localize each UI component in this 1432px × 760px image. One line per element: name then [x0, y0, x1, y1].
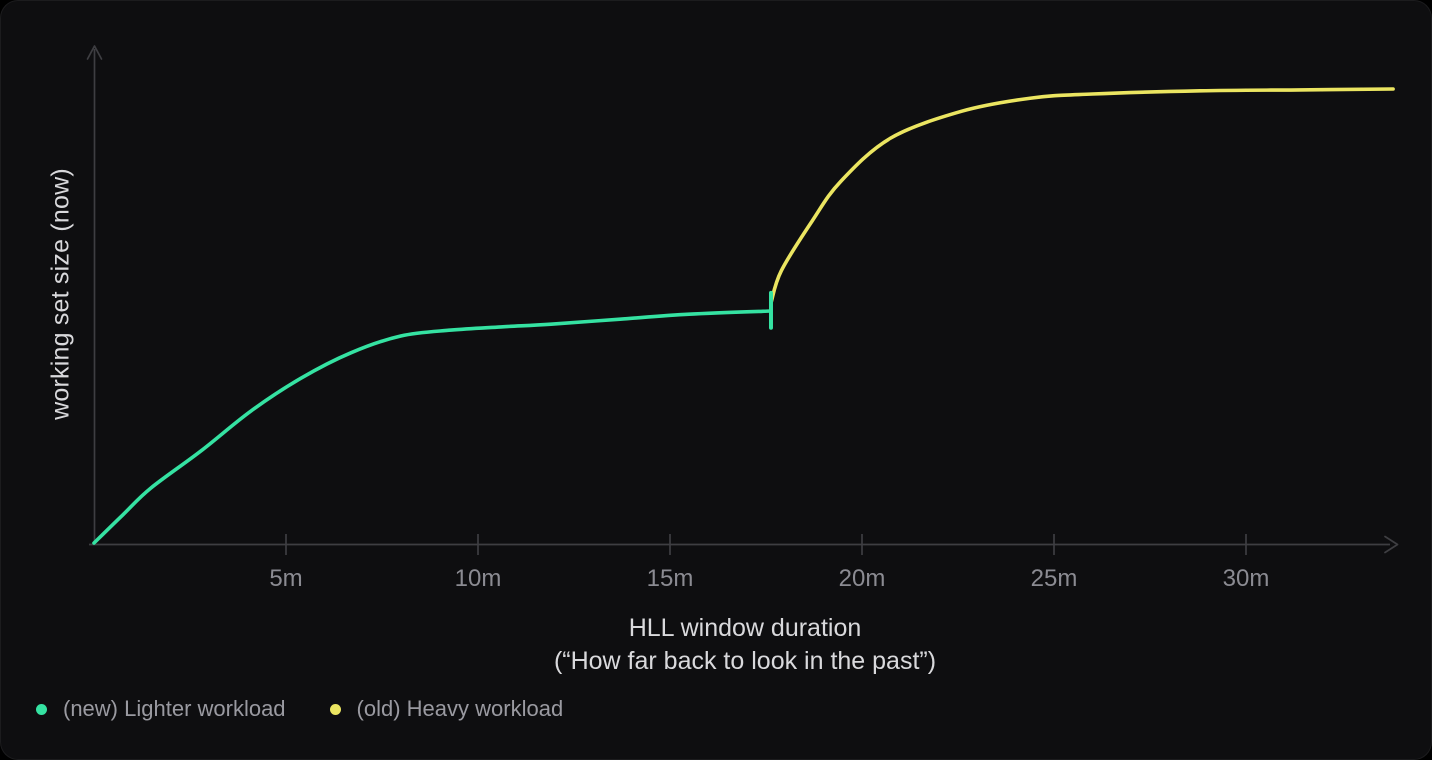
legend-dot-icon [329, 703, 341, 715]
x-axis-arrow-icon [1384, 535, 1399, 554]
y-axis-arrow-icon [86, 45, 103, 60]
x-tick-label: 10m [455, 565, 502, 592]
x-axis-title-line2: (“How far back to look in the past”) [553, 647, 937, 675]
legend-item: (old) Heavy workload [329, 696, 564, 722]
y-axis-label: working set size (now) [46, 168, 75, 420]
series-line-new-lighter [92, 309, 773, 545]
x-tick-label: 30m [1223, 565, 1270, 592]
x-tick-label: 25m [1031, 565, 1078, 592]
x-axis-title-line1: HLL window duration [628, 614, 862, 642]
x-tick-label: 20m [839, 565, 886, 592]
legend-item: (new) Lighter workload [36, 696, 286, 722]
legend: (new) Lighter workload (old) Heavy worklo… [36, 696, 563, 722]
legend-label: (new) Lighter workload [63, 696, 286, 721]
x-tick-label: 5m [269, 565, 302, 592]
x-tick-label: 15m [647, 565, 694, 592]
legend-label: (old) Heavy workload [356, 696, 564, 721]
x-axis-title: HLL window duration (“How far back to lo… [554, 612, 936, 678]
legend-dot-icon [36, 703, 47, 715]
series-line-old-heavy [769, 87, 1395, 305]
